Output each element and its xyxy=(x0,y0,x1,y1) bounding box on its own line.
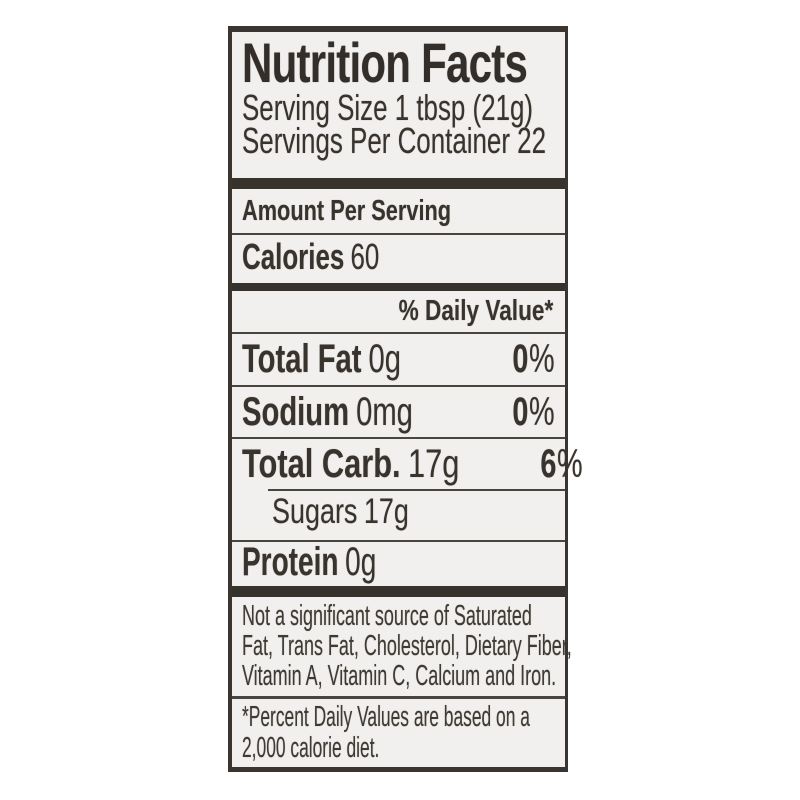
rule-above-sugars xyxy=(268,489,565,491)
separator-bar-calories xyxy=(232,283,565,291)
separator-bar-top xyxy=(232,178,565,189)
total-carb-dv: 6 xyxy=(540,442,557,486)
total-fat-percent-sign: % xyxy=(529,337,555,381)
not-significant-paragraph: Not a significant source of Saturated Fa… xyxy=(232,600,572,692)
total-fat-name: Total Fat xyxy=(242,337,362,381)
amount-per-serving-heading: Amount Per Serving xyxy=(242,195,452,227)
calories-label: Calories xyxy=(242,236,345,277)
sugars-name: Sugars xyxy=(272,492,358,531)
not-significant-line-2: Fat, Trans Fat, Cholesterol, Dietary Fib… xyxy=(242,630,572,662)
calories-row: Calories 60 xyxy=(232,235,565,283)
not-significant-line-3: Vitamin A, Vitamin C, Calcium and Iron. xyxy=(242,660,557,692)
sodium-percent-sign: % xyxy=(529,390,555,434)
nutrient-row-total-carb: Total Carb. 17g 6% xyxy=(232,439,583,489)
total-fat-dv: 0 xyxy=(512,337,529,381)
calories-value: 60 xyxy=(350,236,380,277)
sodium-dv: 0 xyxy=(512,390,529,434)
rule-below-sodium xyxy=(232,437,565,439)
protein-name: Protein xyxy=(242,540,339,584)
daily-values-footnote: *Percent Daily Values are based on a 2,0… xyxy=(232,700,565,764)
nutrient-row-protein: Protein 0g xyxy=(232,542,565,586)
footnote-line-1: *Percent Daily Values are based on a xyxy=(242,700,530,733)
total-carb-name: Total Carb. xyxy=(242,442,401,486)
nutrient-row-sugars: Sugars 17g xyxy=(232,491,565,540)
rule-below-amount-per-serving xyxy=(232,233,565,235)
separator-bar-bottom xyxy=(232,586,565,597)
nutrient-row-sodium: Sodium 0mg 0% xyxy=(232,387,565,437)
not-significant-line-1: Not a significant source of Saturated xyxy=(242,600,532,632)
daily-value-header: % Daily Value* xyxy=(398,295,553,327)
total-carb-amount: 17g xyxy=(407,442,460,486)
sodium-name: Sodium xyxy=(242,390,350,434)
protein-amount: 0g xyxy=(345,540,377,584)
serving-size-line: Serving Size 1 tbsp (21g) xyxy=(242,87,534,128)
rule-below-total-fat xyxy=(232,385,565,387)
rule-below-sugars xyxy=(232,540,565,542)
servings-per-container-line: Servings Per Container 22 xyxy=(242,120,547,161)
rule-below-dv-header xyxy=(232,332,565,334)
label-title-text: Nutrition Facts xyxy=(242,31,528,94)
total-carb-percent-sign: % xyxy=(557,442,583,486)
label-title: Nutrition Facts xyxy=(232,34,565,91)
sugars-amount: 17g xyxy=(363,492,409,531)
total-fat-amount: 0g xyxy=(368,337,401,381)
footnote-line-2: 2,000 calorie diet. xyxy=(242,731,380,764)
nutrient-row-total-fat: Total Fat 0g 0% xyxy=(232,334,565,385)
nutrition-facts-label: Nutrition Facts Serving Size 1 tbsp (21g… xyxy=(228,26,583,772)
rule-above-footnote xyxy=(232,696,565,699)
sodium-amount: 0mg xyxy=(356,390,413,434)
